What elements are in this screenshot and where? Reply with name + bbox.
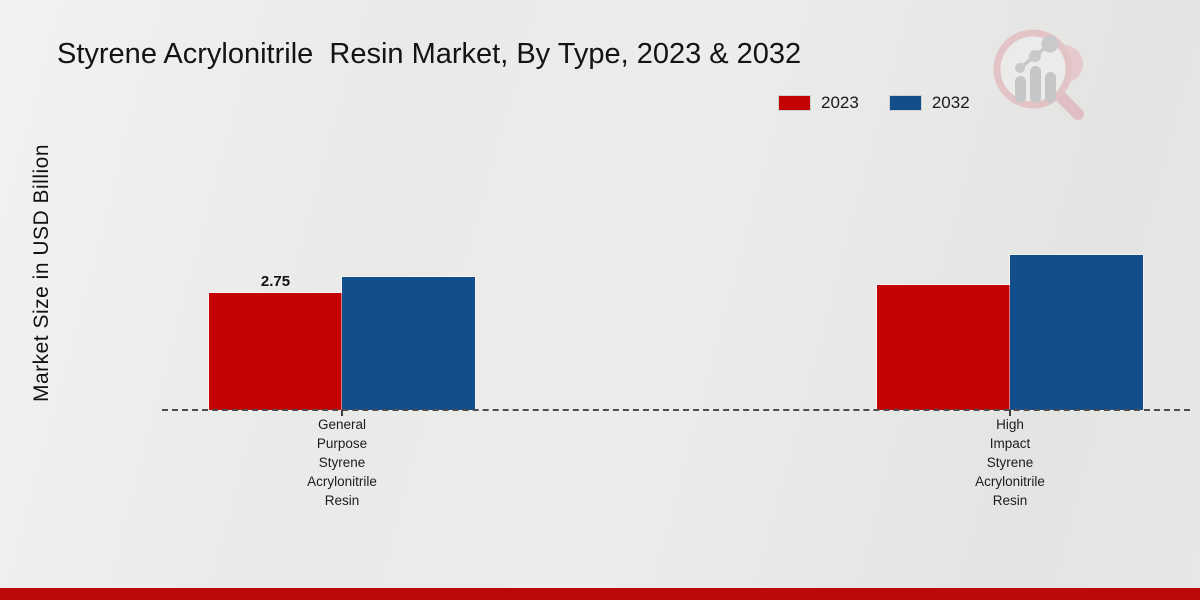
chart-title: Styrene Acrylonitrile Resin Market, By T…	[57, 38, 802, 70]
bar-group-general-purpose: 2.75	[209, 273, 475, 410]
legend: 2023 2032	[778, 93, 970, 113]
magnifier-handle	[1054, 90, 1084, 120]
y-axis-label: Market Size in USD Billion	[30, 143, 53, 403]
x-category-label-high-impact: High Impact Styrene Acrylonitrile Resin	[975, 417, 1045, 508]
x-category-label-general-purpose: General Purpose Styrene Acrylonitrile Resin	[307, 417, 377, 508]
bar-general-purpose-2023: 2.75	[209, 273, 342, 410]
logo-bar-mid	[1030, 66, 1041, 103]
legend-label-2023: 2023	[821, 93, 859, 112]
bottom-red-band	[0, 588, 1200, 600]
brand-logo-magnifier-chart-icon	[993, 29, 1084, 120]
x-axis-tick-general	[341, 410, 343, 416]
bar-value-label-general-2032	[342, 274, 475, 277]
bar-value-label-general-2023: 2.75	[260, 273, 291, 290]
logo-bar-small	[1015, 76, 1026, 103]
x-axis-tick-high-impact	[1009, 410, 1011, 416]
bar-high-impact-2023	[877, 285, 1010, 410]
bar-general-purpose-2032	[342, 277, 475, 410]
legend-label-2032: 2032	[931, 93, 970, 112]
legend-swatch-2032	[888, 95, 922, 111]
logo-bar-tall	[1045, 72, 1056, 103]
logo-dot-3	[1041, 35, 1059, 53]
legend-swatch-2023	[778, 95, 811, 111]
plot-area: 2.75 General Purpose Styrene Acrylonitrile R…	[162, 0, 1190, 508]
bar-high-impact-2032	[1010, 255, 1143, 410]
bar-value-label-high-impact-2032	[1010, 252, 1143, 255]
legend-item-2023: 2023	[778, 93, 859, 113]
logo-dot-1	[1015, 63, 1025, 73]
bar-value-label-high-impact-2023	[877, 282, 1010, 285]
logo-dot-2	[1029, 50, 1041, 62]
x-axis-baseline	[162, 409, 1190, 411]
legend-item-2032: 2032	[888, 93, 970, 113]
bar-group-high-impact	[877, 255, 1143, 410]
